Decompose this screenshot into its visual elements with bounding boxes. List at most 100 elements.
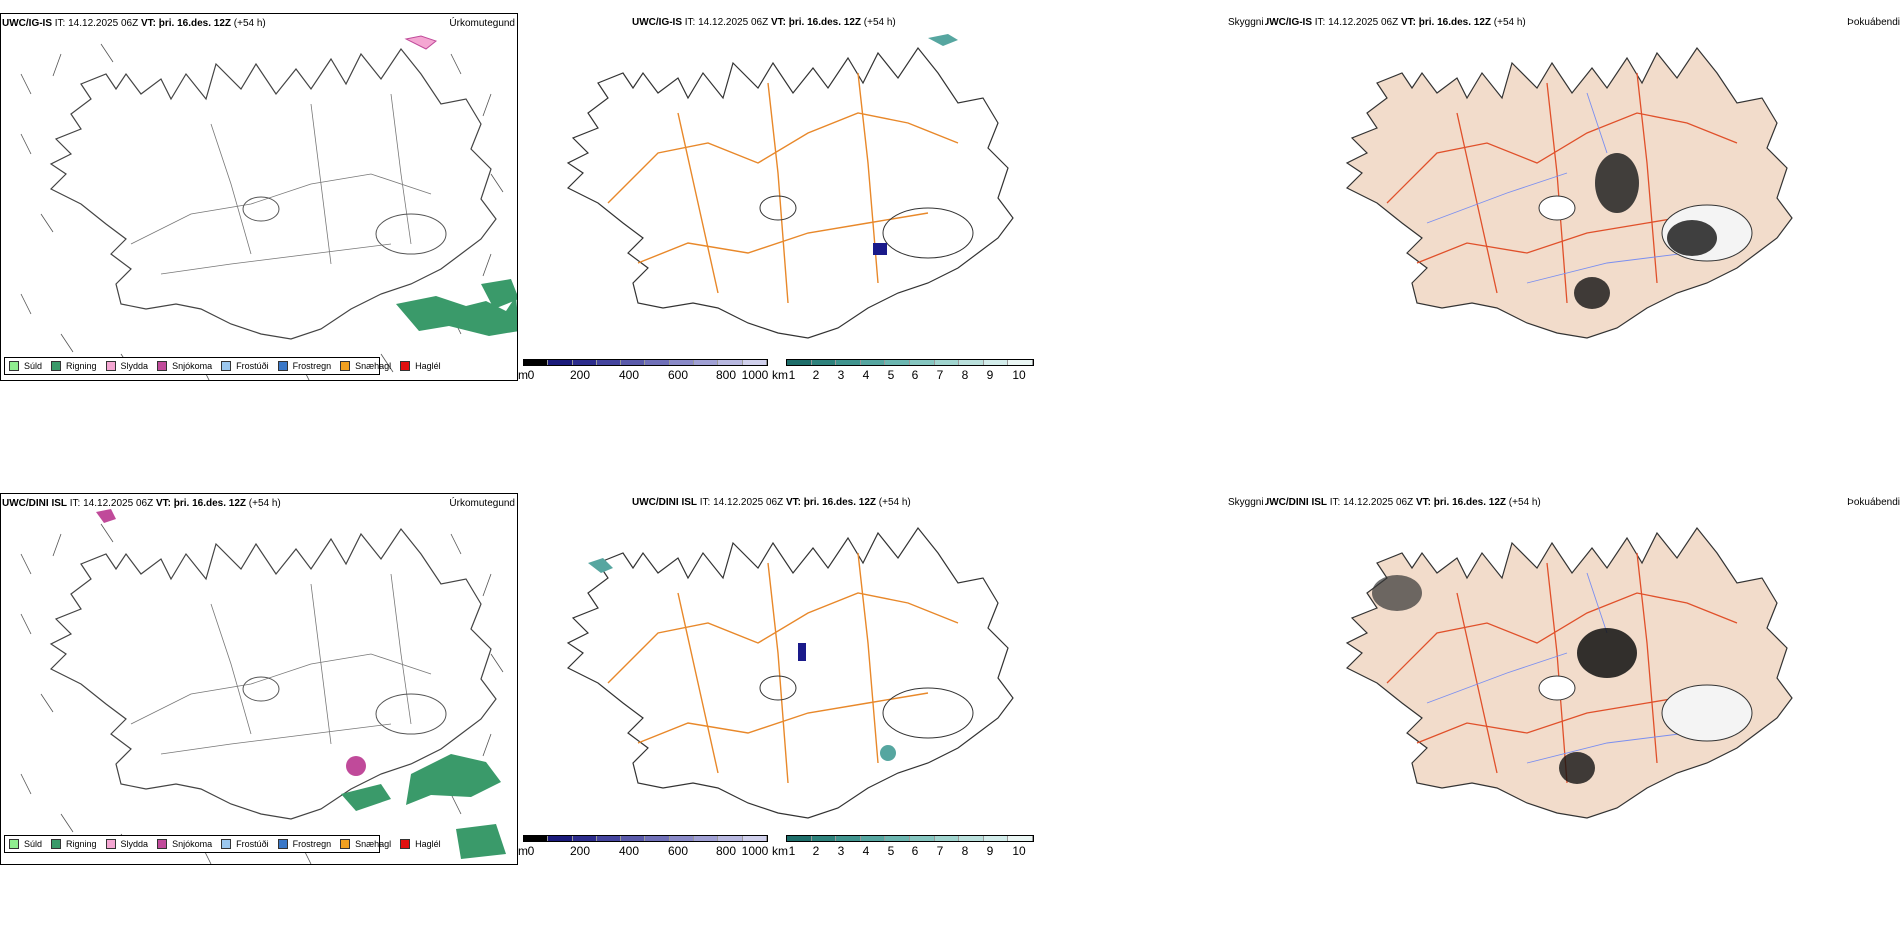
legend-item: Rigning [51, 361, 97, 371]
height-tick: 600 [667, 368, 689, 381]
fog-cell [1372, 575, 1422, 611]
height-tick: 800 [715, 368, 737, 381]
legend-swatch [9, 361, 19, 371]
visibility-colorbar-top: km 1 2 3 4 5 6 7 8 9 10 [772, 359, 1034, 381]
legend-swatch [157, 361, 168, 371]
fog-cell [1667, 220, 1717, 256]
legend-swatch [51, 361, 62, 371]
model-name: UWC/DINI ISL [2, 498, 67, 509]
legend-item: Haglél [400, 361, 441, 371]
height-tick: 400 [618, 368, 640, 381]
legend-item: Snjókoma [157, 361, 212, 371]
fog-cell [1595, 153, 1639, 213]
legend-item: Snæhagl [340, 361, 391, 371]
vis-tick: 6 [911, 368, 919, 381]
precip-legend-bottom: Súld Rigning Slydda Snjókoma Frostúði Fr… [4, 835, 441, 853]
panel-title-precip-bottom: Úrkomutegund [449, 498, 515, 509]
visibility-unit: km [772, 368, 788, 381]
vt-value: þri. 16.des. 12Z [158, 18, 232, 29]
legend-item: Súld [9, 361, 42, 371]
sleet-area-top [404, 35, 438, 50]
fog-map-top [1346, 47, 1793, 339]
legend-item: Frostúði [221, 839, 269, 849]
panel-header-bottom-3: UWC/DINI ISL IT: 14.12.2025 06Z VT: þri.… [1265, 497, 1541, 508]
height-colorbar-top: m 0 200 400 600 800 1000 [518, 359, 768, 381]
panel-header-top-3: UWC/IG-IS IT: 14.12.2025 06Z VT: þri. 16… [1265, 17, 1526, 28]
snow-area-bottom [346, 756, 366, 776]
legend-swatch [340, 361, 351, 371]
panel-title-fog-top: Þokuábendi [1847, 17, 1900, 28]
height-tick: 1000 [741, 368, 769, 381]
fog-map-bottom [1346, 527, 1793, 819]
height-tick: 200 [569, 368, 591, 381]
legend-item: Slydda [105, 361, 148, 371]
fog-panel-bottom: UWC/DINI ISL IT: 14.12.2025 06Z VT: þri.… [1265, 493, 1900, 865]
vt-label: VT: [155, 498, 171, 509]
legend-item: Frostregn [277, 361, 331, 371]
vis-tick: 7 [936, 368, 944, 381]
fog-cell [1577, 628, 1637, 678]
legend-swatch [105, 361, 116, 371]
visibility-panel-bottom: m 0 200 400 600 800 1000 km 1 2 3 4 5 6 … [518, 493, 1036, 865]
legend-item: Súld [9, 839, 42, 849]
vt-value: þri. 16.des. 12Z [173, 498, 247, 509]
height-colorbar-bottom: m 0 200 400 600 800 1000 [518, 835, 768, 859]
height-colorbar-bar [523, 359, 768, 366]
fog-cell [1559, 752, 1595, 784]
legend-swatch [221, 361, 232, 371]
height-cell [798, 643, 806, 661]
legend-item: Frostregn [277, 839, 331, 849]
it-label: IT: [69, 498, 81, 509]
legend-item: Frostúði [221, 361, 269, 371]
vis-tick: 1 [788, 368, 796, 381]
vis-tick: 3 [837, 368, 845, 381]
legend-item: Snæhagl [340, 839, 391, 849]
legend-item: Slydda [105, 839, 148, 849]
height-tick: 0 [527, 368, 535, 381]
visibility-panel-top: m 0 200 400 600 800 1000 km 1 2 3 4 5 6 … [518, 13, 1036, 381]
precip-type-map-bottom [20, 509, 506, 864]
vis-tick: 2 [812, 368, 820, 381]
panel-title-fog-bottom: Þokuábendi [1847, 497, 1900, 508]
panel-header-bottom-1: UWC/DINI ISL IT: 14.12.2025 06Z VT: þri.… [2, 498, 281, 509]
panel-header-top-2: UWC/IG-IS IT: 14.12.2025 06Z VT: þri. 16… [632, 17, 896, 28]
vis-tick: 9 [986, 368, 994, 381]
height-cell [873, 243, 887, 255]
wind-barbs [20, 523, 504, 864]
precip-type-panel-top: UWC/IG-IS IT: 14.12.2025 06Z VT: þri. 16… [0, 13, 518, 381]
panel-title-visibility-top: Skyggni [1228, 17, 1264, 28]
vis-tick: 4 [862, 368, 870, 381]
lead-time: (+54 h) [233, 18, 266, 29]
panel-header-bottom-2: UWC/DINI ISL IT: 14.12.2025 06Z VT: þri.… [632, 497, 911, 508]
precip-type-map-top [20, 35, 517, 380]
it-value: 14.12.2025 06Z [68, 18, 139, 29]
vis-tick: 5 [887, 368, 895, 381]
visibility-colorbar-bar [786, 359, 1034, 366]
fog-cell [1574, 277, 1610, 309]
vis-tick: 10 [1012, 368, 1026, 381]
lead-time: (+54 h) [248, 498, 281, 509]
precip-legend-top: Súld Rigning Slydda Snjókoma Frostúði Fr… [4, 357, 441, 375]
legend-swatch [277, 361, 288, 371]
visibility-map-top [567, 34, 1014, 339]
vis-tick: 8 [961, 368, 969, 381]
vt-label: VT: [140, 18, 156, 29]
rain-areas-bottom [341, 754, 506, 859]
it-value: 14.12.2025 06Z [83, 498, 154, 509]
fog-panel-top: UWC/IG-IS IT: 14.12.2025 06Z VT: þri. 16… [1265, 13, 1900, 381]
rain-areas-top [396, 279, 517, 336]
height-unit: m [518, 368, 528, 381]
visibility-cell [880, 745, 896, 761]
visibility-colorbar-bottom: km 1 2 3 4 5 6 7 8 9 10 [772, 835, 1034, 859]
it-label: IT: [54, 18, 66, 29]
panel-header-top-1: UWC/IG-IS IT: 14.12.2025 06Z VT: þri. 16… [2, 18, 266, 29]
legend-item: Haglél [400, 839, 441, 849]
panel-title-precip-top: Úrkomutegund [449, 18, 515, 29]
legend-item: Snjókoma [157, 839, 212, 849]
precip-type-panel-bottom: UWC/DINI ISL IT: 14.12.2025 06Z VT: þri.… [0, 493, 518, 865]
visibility-map-bottom [567, 527, 1014, 819]
model-name: UWC/IG-IS [2, 18, 52, 29]
legend-swatch [400, 361, 411, 371]
panel-title-visibility-bottom: Skyggni [1228, 497, 1264, 508]
legend-item: Rigning [51, 839, 97, 849]
